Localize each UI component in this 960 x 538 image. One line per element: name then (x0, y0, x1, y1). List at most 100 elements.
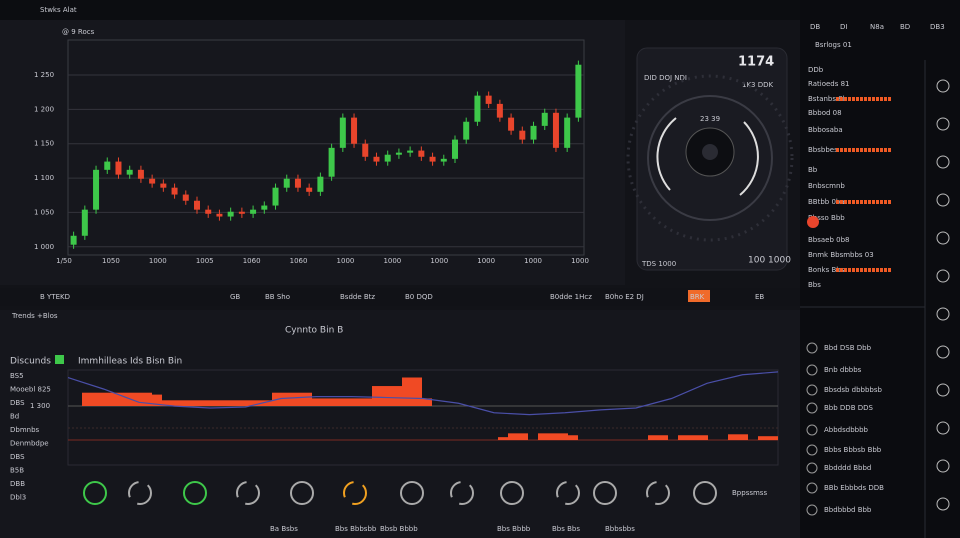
bottom-tab[interactable]: Bbsb Bbbb (380, 525, 418, 533)
tool-icon[interactable] (693, 481, 717, 505)
toolbar-item[interactable]: BRK (690, 293, 705, 301)
tool-icon[interactable] (400, 481, 424, 505)
bar (558, 433, 568, 440)
strip (872, 200, 875, 204)
bar (322, 398, 332, 406)
bottom-tab[interactable]: Bbbsbbs (605, 525, 635, 533)
side-icon[interactable] (936, 459, 950, 473)
tool-icon[interactable] (500, 481, 524, 505)
tab[interactable]: BD (900, 23, 910, 31)
candle-body (250, 209, 257, 214)
candle-body (418, 150, 425, 157)
bar (262, 400, 272, 406)
tab[interactable]: DB (810, 23, 820, 31)
right-header: Bsrlogs 01 (815, 41, 852, 49)
side-icon[interactable] (936, 269, 950, 283)
bar (678, 435, 688, 440)
tool-icon[interactable] (128, 481, 152, 505)
bottom-tab[interactable]: Bbs Bbs (552, 525, 580, 533)
tool-icon[interactable] (290, 481, 314, 505)
bottom-title: Cynnto Bin B (285, 326, 343, 336)
list-row: Bbdddd Bbbd (824, 464, 871, 472)
tool-icon[interactable] (450, 481, 474, 505)
side-icon[interactable] (936, 497, 950, 511)
y-tick-label: 1 100 (34, 174, 54, 182)
bar (548, 433, 558, 440)
strip (848, 268, 851, 272)
strip (864, 97, 867, 101)
candle-body (452, 139, 458, 159)
list-row: Bonks Bbs (808, 266, 845, 274)
candle-body (530, 125, 537, 140)
candle-body (519, 130, 526, 140)
candle-body (238, 211, 245, 214)
side-icon[interactable] (936, 155, 950, 169)
gauge-title: DID DOJ NDI (644, 74, 687, 82)
side-icon[interactable] (936, 307, 950, 321)
side-icon[interactable] (936, 345, 950, 359)
bar (372, 386, 382, 406)
list-row: Bbbod 08 (808, 109, 842, 117)
strip (864, 200, 867, 204)
candle-body (283, 178, 290, 188)
candle-body (115, 161, 122, 175)
strip (864, 148, 867, 152)
tool-icon[interactable] (556, 481, 580, 505)
tool-icon[interactable] (646, 481, 670, 505)
bar (422, 398, 432, 406)
tab[interactable]: DB3 (930, 23, 945, 31)
side-icon[interactable] (936, 79, 950, 93)
toolbar-item[interactable]: B0dde 1Hcz (550, 293, 592, 301)
list-row: Bbsbbes (808, 146, 838, 154)
tool-icon[interactable] (343, 481, 367, 505)
toolbar-item[interactable]: B0ho E2 DJ (605, 293, 644, 301)
tool-icon[interactable] (593, 481, 617, 505)
left-item: B5B (10, 467, 24, 475)
tool-icon[interactable] (183, 481, 207, 505)
bottom-tab[interactable]: Bbs Bbbsbb (335, 525, 377, 533)
bar (252, 400, 262, 406)
strip (852, 268, 855, 272)
bar (352, 398, 362, 406)
row-icon (806, 384, 818, 396)
candle-body (261, 205, 268, 210)
left-panel-title: Trends +Blos (11, 312, 58, 320)
tool-icon[interactable] (236, 481, 260, 505)
candle-body (351, 117, 358, 144)
strip (884, 268, 887, 272)
tab[interactable]: DI (840, 23, 847, 31)
left-item: Mooebl 825 (10, 386, 51, 394)
side-icon[interactable] (936, 231, 950, 245)
toolbar-item[interactable]: B YTEKD (40, 293, 70, 301)
row-icon (806, 342, 818, 354)
gauge-sub: 1K3 DDK (742, 81, 774, 89)
toolbar-item[interactable]: B0 DQD (405, 293, 433, 301)
side-icon[interactable] (936, 193, 950, 207)
tab[interactable]: N8a (870, 23, 884, 31)
candle-body (194, 200, 200, 210)
side-icon[interactable] (936, 117, 950, 131)
toolbar-item[interactable]: EB (755, 293, 764, 301)
left-item: DBS (10, 453, 25, 461)
bar (342, 398, 352, 406)
bar (382, 386, 392, 406)
toolbar-button[interactable] (688, 290, 710, 302)
bar (162, 400, 172, 406)
strip (884, 148, 887, 152)
app-title: Stwks Alat (40, 6, 77, 14)
strip (888, 268, 891, 272)
side-icon[interactable] (936, 421, 950, 435)
bottom-tab[interactable]: Bbs Bbbb (497, 525, 531, 533)
side-icon[interactable] (936, 383, 950, 397)
candle-body (564, 117, 571, 148)
bottom-tab[interactable]: Ba Bsbs (270, 525, 298, 533)
list-row: Ratioeds 81 (808, 80, 850, 88)
x-tick-label: 1000 (337, 257, 355, 265)
toolbar-item[interactable]: Bsdde Btz (340, 293, 375, 301)
left-item: BS5 (10, 372, 24, 380)
toolbar-item[interactable]: BB Sho (265, 293, 290, 301)
tool-icon[interactable] (83, 481, 107, 505)
x-tick-label: 1060 (290, 257, 308, 265)
toolbar-item[interactable]: GB (230, 293, 240, 301)
x-tick-label: 1000 (149, 257, 167, 265)
